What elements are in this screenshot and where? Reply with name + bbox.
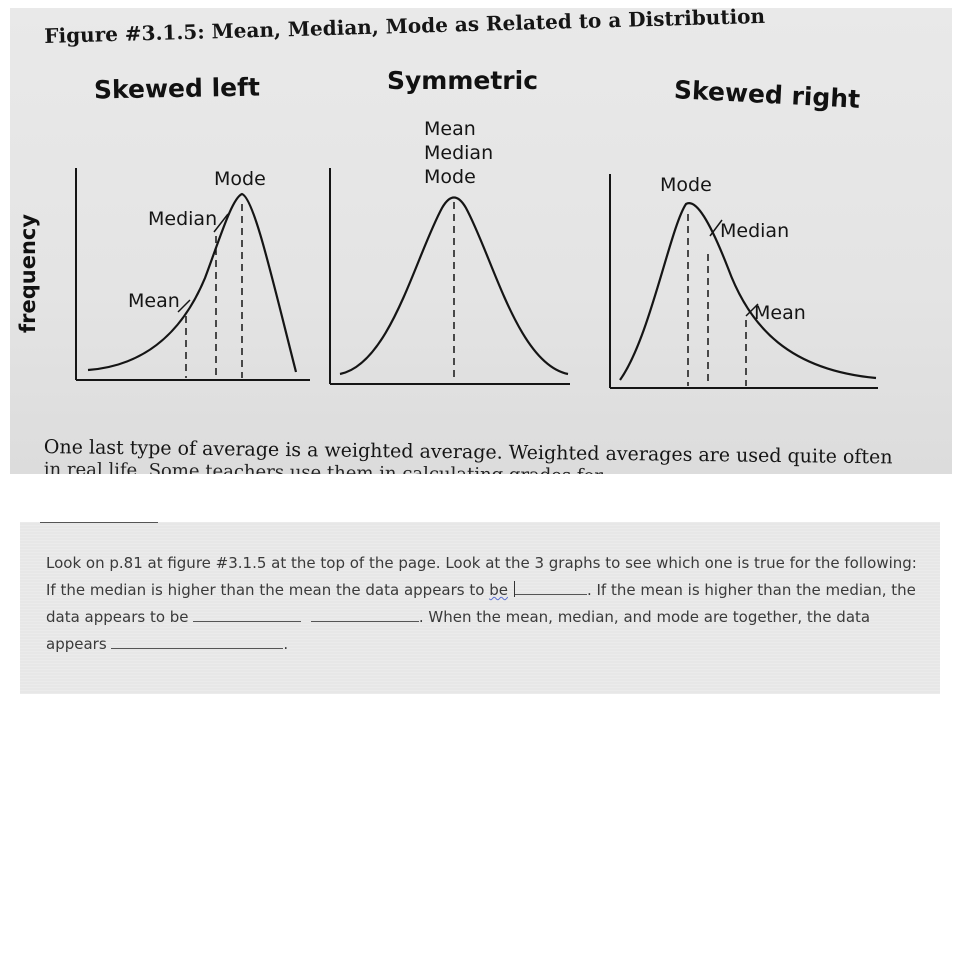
skewed-left-curve	[87, 192, 298, 373]
skewed-left-mean-label: Mean	[128, 290, 180, 312]
skewed-left-mode-label: Mode	[214, 168, 266, 190]
answer-blank-3[interactable]	[111, 632, 284, 649]
skewed-right-mean-label: Mean	[754, 302, 806, 324]
answer-blank-2a[interactable]	[193, 605, 302, 622]
skewed-right-median-pointer	[709, 219, 723, 237]
text-cursor	[513, 581, 515, 597]
question-part-2: . If the mean is higher than the median,…	[46, 581, 916, 626]
symmetric-title: Symmetric	[387, 66, 539, 95]
question-part-4: .	[283, 635, 289, 653]
textbook-photo: Figure #3.1.5: Mean, Median, Mode as Rel…	[10, 8, 952, 474]
question-panel: Look on p.81 at figure #3.1.5 at the top…	[20, 522, 940, 694]
skewed-right-curve	[619, 202, 877, 381]
skewed-right-median-label: Median	[720, 220, 790, 242]
distribution-curves	[75, 168, 878, 389]
skewed-right-graph	[609, 174, 878, 389]
divider	[40, 522, 158, 523]
symmetric-graph	[329, 168, 570, 385]
skewed-left-graph	[75, 168, 310, 381]
symmetric-curve	[339, 196, 569, 376]
answer-blank-1[interactable]	[514, 578, 587, 595]
question-text: Look on p.81 at figure #3.1.5 at the top…	[46, 550, 926, 658]
answer-blank-2b[interactable]	[310, 605, 419, 622]
symmetric-median-label: Median	[424, 142, 494, 164]
question-part-1-tail: be	[489, 581, 508, 599]
question-part-1: Look on p.81 at figure #3.1.5 at the top…	[46, 554, 917, 599]
skewed-left-median-label: Median	[148, 208, 218, 230]
skewed-right-mean-pointer	[745, 303, 759, 317]
skewed-right-mode-label: Mode	[660, 174, 712, 196]
skewed-left-mean-pointer	[177, 299, 191, 313]
symmetric-mode-label: Mode	[424, 166, 476, 188]
skewed-left-median-pointer	[213, 213, 229, 233]
question-part-3: . When the mean, median, and mode are to…	[46, 608, 871, 653]
symmetric-mean-label: Mean	[424, 118, 476, 140]
